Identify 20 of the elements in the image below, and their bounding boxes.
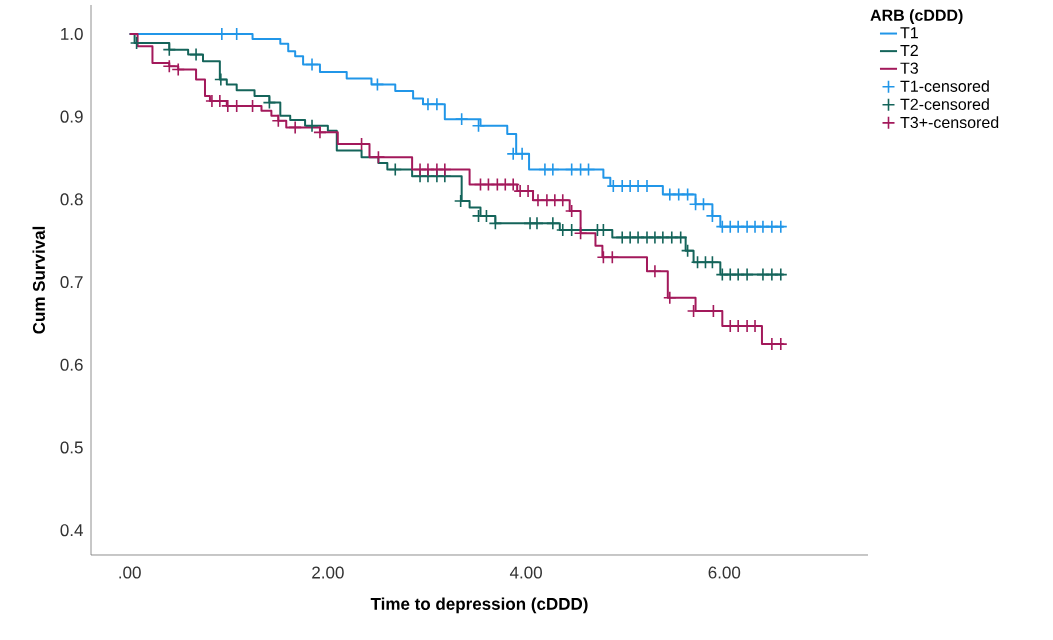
x-tick-label: .00 (119, 566, 141, 579)
x-tick-label: 6.00 (708, 566, 741, 579)
x-axis-title: Time to depression (cDDD) (370, 597, 588, 614)
legend-label: T1 (900, 27, 918, 39)
y-axis-title: Cum Survival (32, 226, 45, 334)
legend-label: T3 (900, 62, 918, 74)
legend-label: T2 (900, 44, 918, 56)
legend-label: T3+-censored (900, 116, 999, 129)
y-tick-label: 1.0 (61, 27, 83, 40)
y-tick-label: 0.7 (60, 276, 83, 289)
y-tick-label: 0.4 (60, 524, 83, 537)
x-tick-label: 4.00 (509, 566, 542, 579)
y-tick-label: 0.5 (60, 441, 83, 454)
x-tick-label: 2.00 (312, 566, 344, 579)
legend-label: T1-censored (900, 80, 989, 92)
y-tick-label: 0.9 (60, 110, 83, 123)
y-tick-label: 0.8 (60, 193, 83, 206)
y-tick-label: 0.6 (60, 358, 83, 371)
legend-label: T2-censored (900, 98, 989, 110)
legend-title: ARB (cDDD) (870, 9, 963, 25)
